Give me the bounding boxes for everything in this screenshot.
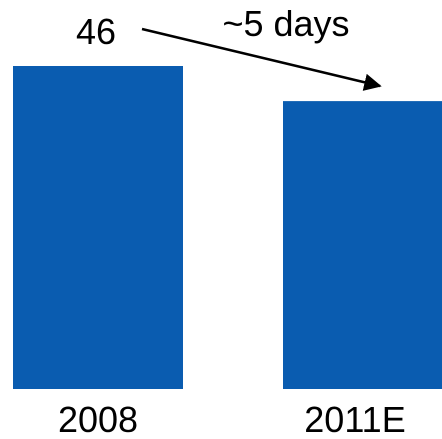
x-tick-label-2008: 2008 bbox=[58, 399, 138, 439]
bar-2011e bbox=[283, 101, 442, 389]
decrease-arrow bbox=[141, 27, 382, 91]
annotation-group: ~5 days bbox=[141, 3, 382, 91]
bar-2008 bbox=[13, 66, 183, 389]
x-tick-labels: 2008 2011E bbox=[58, 399, 406, 439]
annotation-label: ~5 days bbox=[222, 3, 349, 44]
bars-group bbox=[13, 66, 442, 389]
data-labels: 46 bbox=[76, 11, 116, 52]
x-tick-label-2011e: 2011E bbox=[304, 399, 405, 439]
data-label-2008: 46 bbox=[76, 11, 116, 52]
